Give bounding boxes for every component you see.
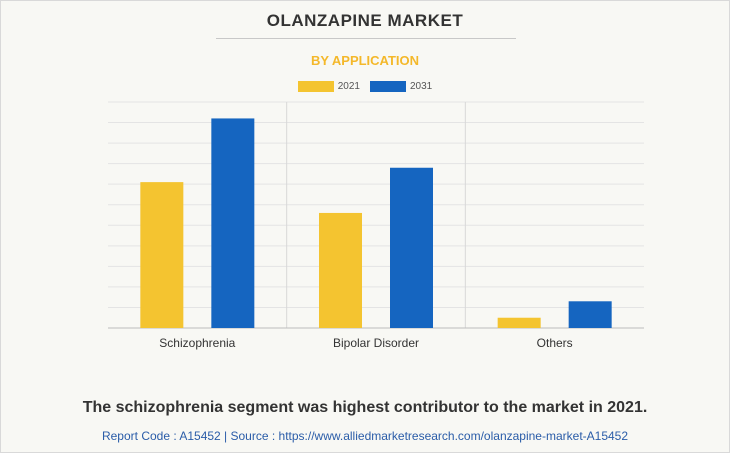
bar-2031-schizophrenia <box>211 118 255 328</box>
bar-2021-schizophrenia <box>140 182 184 328</box>
title-divider <box>216 38 516 39</box>
bar-2031-bipolar-disorder <box>390 167 433 328</box>
legend-item-2021: 2021 <box>297 81 360 92</box>
x-tick-label: Others <box>537 336 573 350</box>
legend-swatch-2021 <box>297 81 334 92</box>
legend-item-2031: 2031 <box>370 81 432 92</box>
chart-caption: The schizophrenia segment was highest co… <box>82 399 648 416</box>
bar-2031-others <box>568 301 612 328</box>
bar-chart: Schizophrenia Bipolar Disorder Others <box>108 101 644 350</box>
chart-title: OLANZAPINE MARKET <box>266 11 464 30</box>
bar-2021-others <box>497 317 541 328</box>
legend: 2021 2031 <box>1 81 729 92</box>
legend-label-2021: 2021 <box>337 81 360 92</box>
chart-subtitle: BY APPLICATION <box>310 53 420 68</box>
legend-swatch-2031 <box>370 81 406 92</box>
source-note: Report Code : A15452 | Source : https://… <box>101 429 629 443</box>
x-tick-label: Schizophrenia <box>159 336 235 350</box>
bar-2021-bipolar-disorder <box>319 212 362 328</box>
legend-label-2031: 2031 <box>410 81 433 92</box>
x-tick-label: Bipolar Disorder <box>333 336 419 350</box>
